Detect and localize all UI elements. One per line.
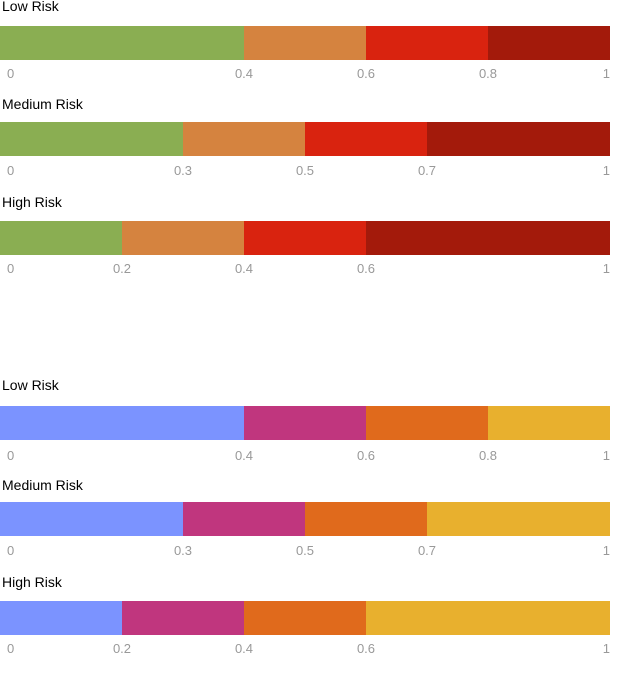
tick-label: 0.4	[234, 641, 254, 656]
tick-label: 0.4	[234, 261, 254, 276]
stacked-bar	[0, 502, 610, 536]
tick-label: 1	[602, 163, 610, 178]
bar-segment	[488, 406, 610, 440]
tick-label: 0.3	[173, 163, 193, 178]
tick-label: 1	[602, 448, 610, 463]
bar-segment	[305, 502, 427, 536]
stacked-bar	[0, 601, 610, 635]
bar-segment	[0, 221, 122, 255]
chart-title: Low Risk	[2, 377, 59, 393]
tick-label: 0.2	[112, 261, 132, 276]
tick-label: 0.5	[295, 543, 315, 558]
tick-label: 0.2	[112, 641, 132, 656]
bar-segment	[122, 221, 244, 255]
bar-segment	[366, 406, 488, 440]
tick-label: 0.3	[173, 543, 193, 558]
bar-segment	[0, 502, 183, 536]
tick-label: 0	[7, 448, 15, 463]
tick-label: 0.6	[356, 66, 376, 81]
bar-segment	[244, 406, 366, 440]
chart-title: Medium Risk	[2, 96, 83, 112]
bar-segment	[366, 26, 488, 60]
tick-label: 0	[7, 66, 15, 81]
tick-label: 0.8	[478, 448, 498, 463]
bar-segment	[244, 26, 366, 60]
tick-label: 0.8	[478, 66, 498, 81]
bar-segment	[122, 601, 244, 635]
chart-title: Low Risk	[2, 0, 59, 14]
bar-segment	[0, 406, 244, 440]
tick-label: 0.7	[417, 543, 437, 558]
tick-label: 0.4	[234, 448, 254, 463]
chart-title: Medium Risk	[2, 477, 83, 493]
stacked-bar	[0, 26, 610, 60]
bar-segment	[244, 601, 366, 635]
bar-segment	[366, 601, 610, 635]
tick-label: 0	[7, 261, 15, 276]
bar-segment	[244, 221, 366, 255]
bar-segment	[0, 601, 122, 635]
bar-segment	[427, 502, 610, 536]
tick-label: 0.7	[417, 163, 437, 178]
stacked-bar	[0, 122, 610, 156]
chart-title: High Risk	[2, 194, 62, 210]
tick-label: 0	[7, 641, 15, 656]
tick-label: 0.6	[356, 261, 376, 276]
stacked-bar	[0, 221, 610, 255]
tick-label: 0.6	[356, 641, 376, 656]
tick-label: 1	[602, 66, 610, 81]
bar-segment	[0, 26, 244, 60]
tick-label: 0	[7, 163, 15, 178]
bar-segment	[305, 122, 427, 156]
tick-label: 1	[602, 543, 610, 558]
tick-label: 1	[602, 261, 610, 276]
tick-label: 0.5	[295, 163, 315, 178]
stacked-bar	[0, 406, 610, 440]
tick-label: 1	[602, 641, 610, 656]
tick-label: 0	[7, 543, 15, 558]
bar-segment	[427, 122, 610, 156]
bar-segment	[183, 502, 305, 536]
bar-segment	[0, 122, 183, 156]
tick-label: 0.4	[234, 66, 254, 81]
bar-segment	[488, 26, 610, 60]
chart-title: High Risk	[2, 574, 62, 590]
bar-segment	[366, 221, 610, 255]
bar-segment	[183, 122, 305, 156]
tick-label: 0.6	[356, 448, 376, 463]
